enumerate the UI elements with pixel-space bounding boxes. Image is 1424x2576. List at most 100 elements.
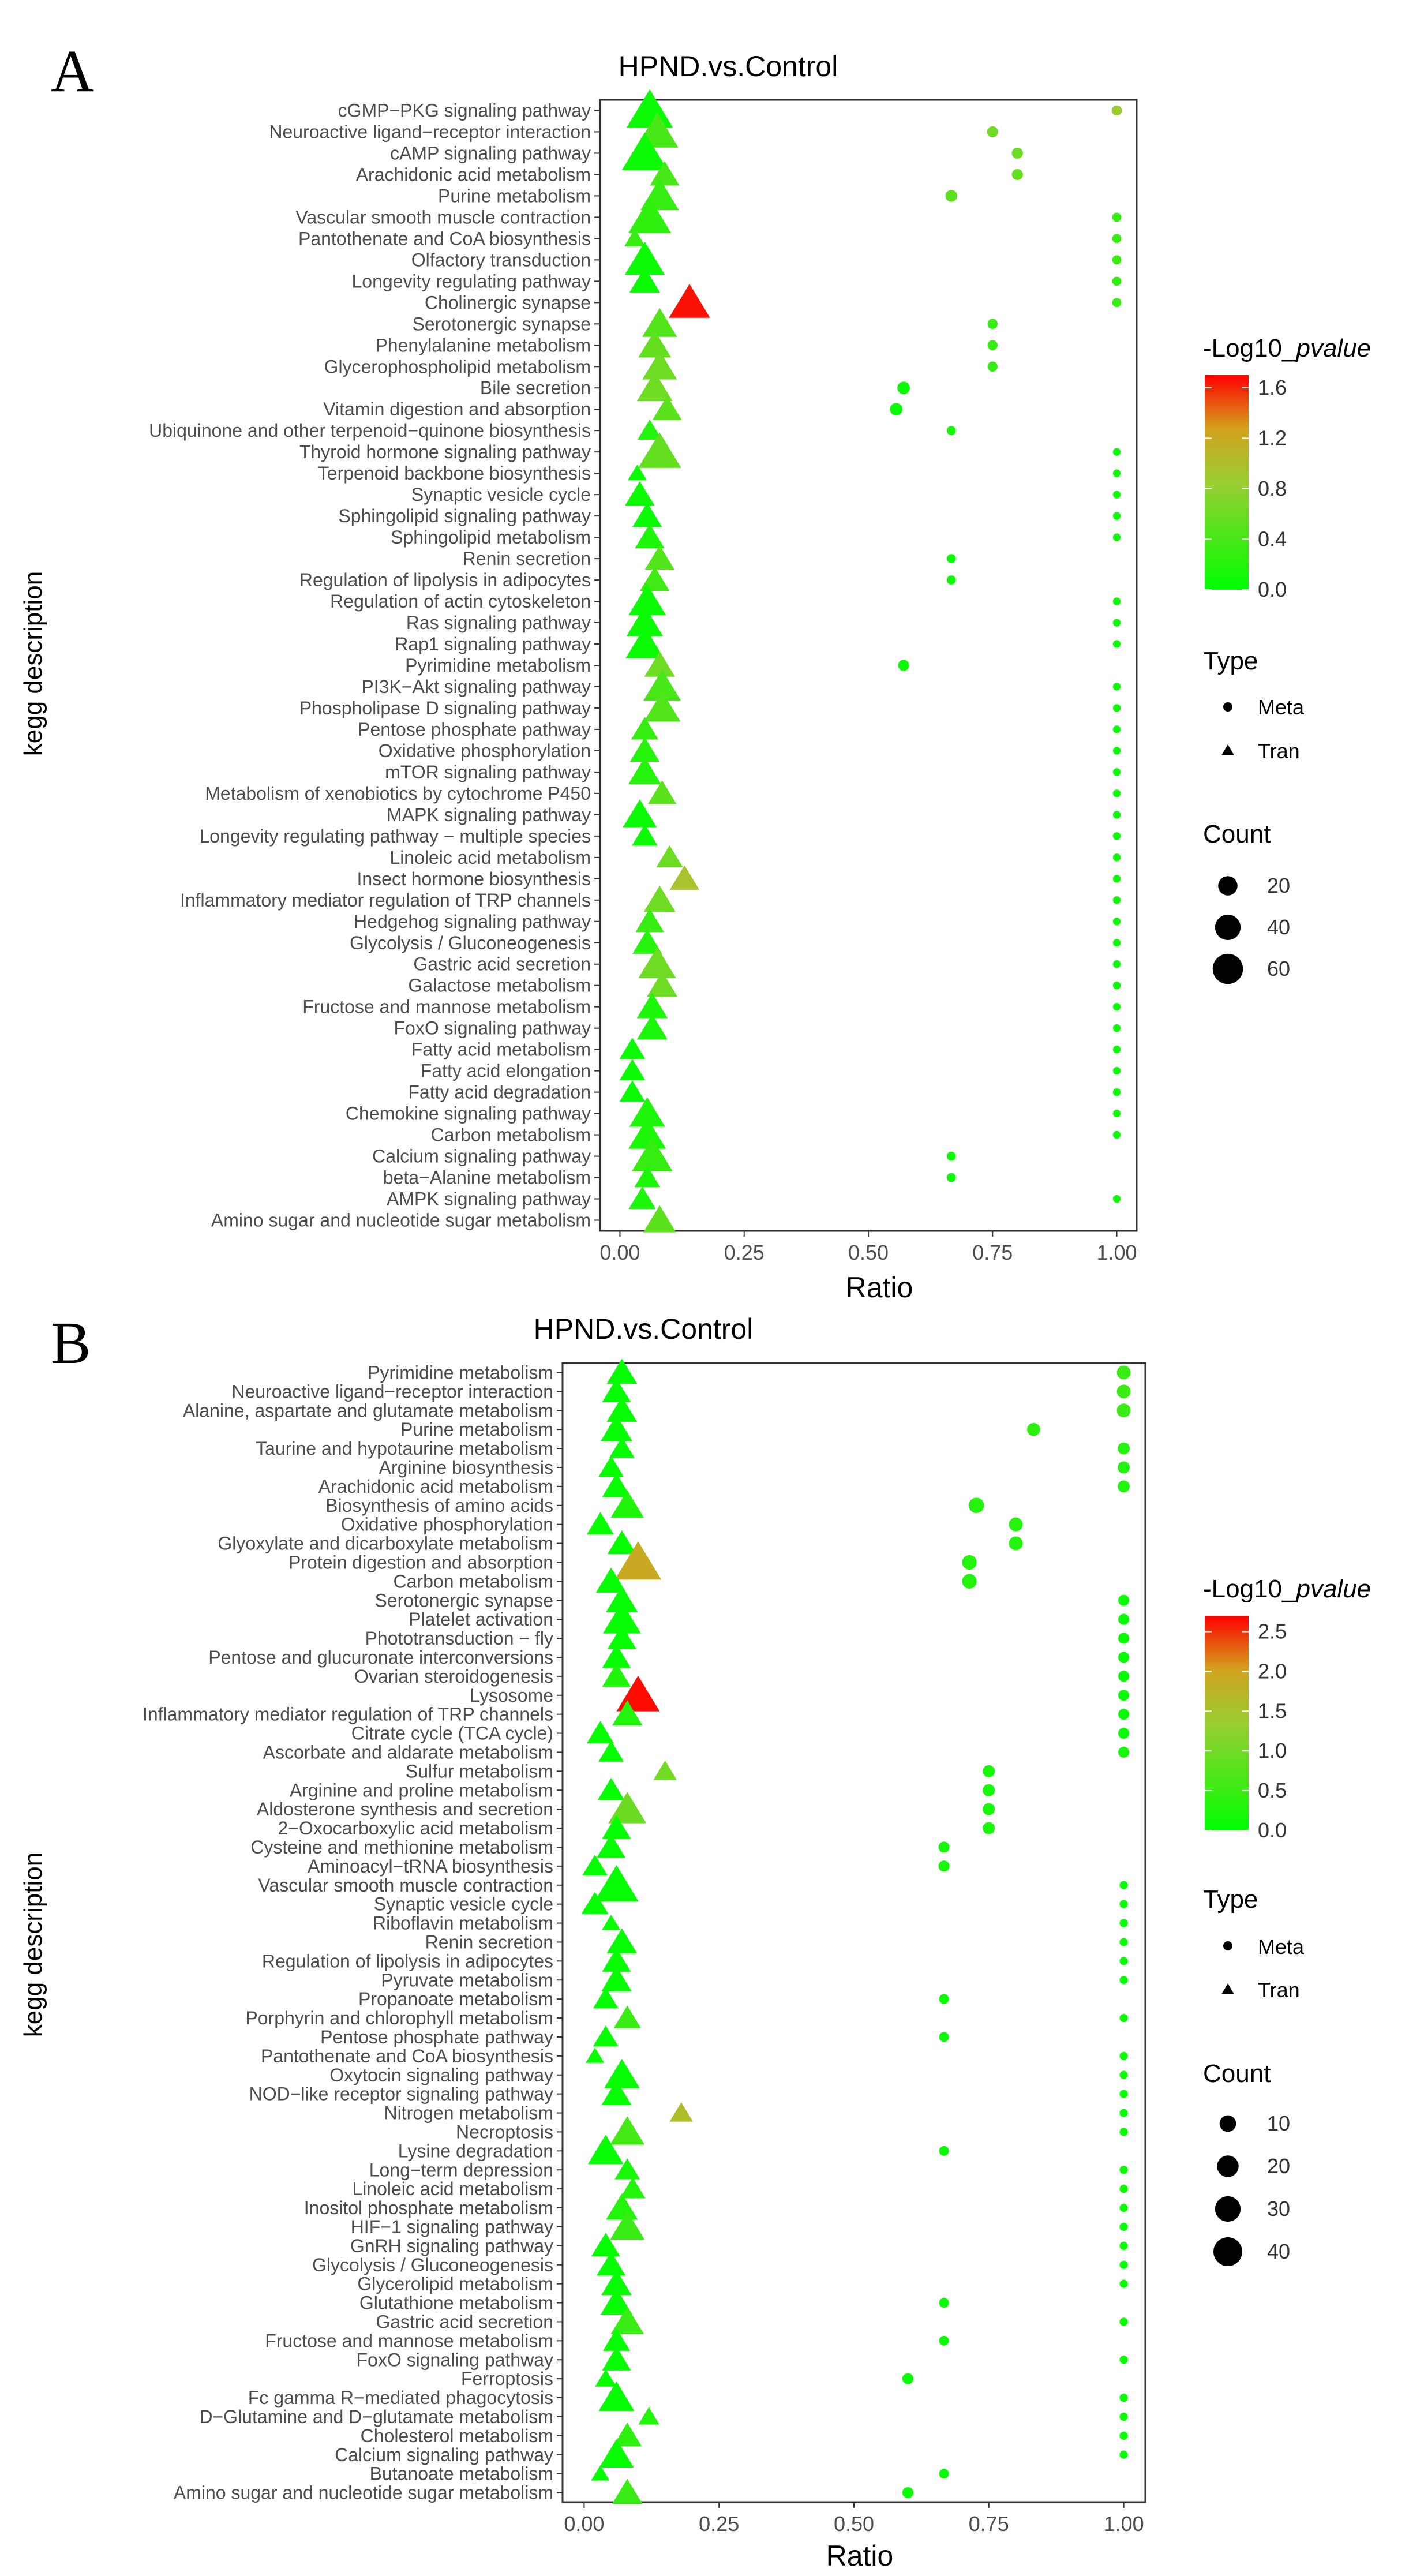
- y-tick-label: Bile secretion: [480, 377, 591, 398]
- tran-point: [591, 2233, 620, 2257]
- meta-point: [946, 1173, 956, 1182]
- tran-point: [602, 1948, 631, 1972]
- y-tick-label: Pentose and glucuronate interconversions: [208, 1647, 553, 1668]
- meta-point: [983, 1822, 995, 1834]
- tran-point: [604, 2058, 640, 2088]
- tran-point: [597, 1777, 625, 1800]
- meta-point: [938, 1841, 950, 1853]
- tran-point: [647, 780, 677, 804]
- colorbar-tick-label: 2.5: [1258, 1620, 1287, 1643]
- meta-point: [1119, 1919, 1128, 1927]
- count-legend-key: [1213, 2237, 1242, 2266]
- y-tick-label: Arginine biosynthesis: [379, 1457, 553, 1478]
- colorbar-tick-label: 1.0: [1258, 1739, 1287, 1762]
- tran-point: [620, 2177, 646, 2199]
- meta-point: [1112, 853, 1121, 862]
- tran-point: [606, 1396, 638, 1422]
- tran-point: [624, 241, 665, 275]
- y-tick-label: Amino sugar and nucleotide sugar metabol…: [174, 2483, 553, 2503]
- y-tick-label: Cholinergic synapse: [425, 292, 591, 313]
- x-tick-label: 0.50: [848, 1241, 889, 1264]
- panel-a-type-tran-label: Tran: [1258, 739, 1300, 763]
- y-tick-label: Glycolysis / Gluconeogenesis: [312, 2255, 553, 2275]
- y-tick-label: FoxO signaling pathway: [356, 2349, 553, 2370]
- panel-a-count-legend-title: Count: [1203, 820, 1271, 848]
- meta-point: [1119, 2241, 1128, 2250]
- tran-point: [632, 929, 662, 954]
- y-tick-label: Lysine degradation: [398, 2140, 553, 2161]
- tran-point: [619, 1038, 646, 1059]
- meta-point: [1119, 2431, 1128, 2440]
- y-tick-label: Calcium signaling pathway: [372, 1146, 591, 1167]
- y-tick-label: Aminoacyl−tRNA biosynthesis: [308, 1856, 553, 1877]
- meta-point: [1118, 1727, 1130, 1739]
- meta-point: [1112, 918, 1121, 926]
- meta-point: [1011, 169, 1023, 180]
- panel-b-type-legend-title: Type: [1203, 1885, 1258, 1914]
- x-tick-label: 0.75: [969, 2512, 1009, 2536]
- tran-point: [612, 2478, 643, 2504]
- x-tick-label: 1.00: [1104, 2512, 1144, 2536]
- y-tick-label: Synaptic vesicle cycle: [374, 1894, 553, 1915]
- count-legend-label: 30: [1267, 2197, 1290, 2221]
- tran-point: [621, 132, 668, 170]
- y-tick-label: Chemokine signaling pathway: [346, 1103, 591, 1124]
- tran-point: [632, 824, 658, 846]
- y-tick-label: Nitrogen metabolism: [384, 2103, 553, 2124]
- y-tick-label: 2−Oxocarboxylic acid metabolism: [278, 1818, 553, 1839]
- count-legend-label: 60: [1267, 957, 1290, 980]
- y-tick-label: Pyrimidine metabolism: [368, 1362, 553, 1383]
- meta-point: [1112, 811, 1121, 819]
- panel-a-letter: A: [51, 38, 94, 104]
- meta-point: [1112, 1046, 1121, 1054]
- colorbar-tick-label: 0.0: [1258, 578, 1287, 601]
- tran-point: [636, 1014, 668, 1040]
- panel-a-color-legend-title: -Log10_pvalue: [1203, 334, 1371, 362]
- tran-point: [612, 1700, 643, 1726]
- meta-point: [1112, 1066, 1121, 1075]
- y-tick-label: Arachidonic acid metabolism: [356, 164, 591, 185]
- tran-point: [582, 1854, 608, 1876]
- tran-point: [669, 865, 700, 890]
- meta-point: [1118, 1633, 1130, 1644]
- y-tick-label: Arachidonic acid metabolism: [318, 1476, 553, 1497]
- tran-point: [602, 1378, 631, 1402]
- tran-point: [598, 2381, 635, 2412]
- panel-b-colorbar: [1205, 1616, 1249, 1830]
- y-tick-label: Inflammatory mediator regulation of TRP …: [180, 890, 591, 911]
- tran-point: [643, 1205, 676, 1233]
- y-tick-label: Protein digestion and absorption: [288, 1552, 553, 1572]
- meta-point: [1112, 276, 1122, 286]
- meta-point: [1119, 2450, 1128, 2459]
- y-tick-label: Glycerophospholipid metabolism: [324, 356, 591, 377]
- y-tick-label: Arginine and proline metabolism: [290, 1780, 553, 1800]
- meta-point: [1119, 1900, 1128, 1908]
- tran-point: [638, 330, 672, 358]
- y-tick-label: PI3K−Akt signaling pathway: [361, 676, 591, 697]
- meta-point: [1118, 1613, 1130, 1625]
- x-tick-label: 0.25: [699, 2512, 739, 2536]
- panel-b-legend: -Log10_pvalue 2.5 2.0 1.5 1.0 0.5 0.0 Type Me…: [1203, 1575, 1371, 2266]
- panel-a-y-axis-label: kegg description: [19, 571, 47, 756]
- tran-point: [593, 1987, 619, 2009]
- tran-point: [606, 1358, 638, 1384]
- meta-point: [946, 1151, 956, 1161]
- panel-b-title: HPND.vs.Control: [534, 1313, 754, 1345]
- meta-point: [939, 2032, 949, 2042]
- tran-point: [628, 197, 672, 234]
- meta-point: [1011, 147, 1023, 159]
- tran-point: [643, 669, 681, 701]
- panel-a-legend: -Log10_pvalue 1.61.20.80.40.0 Type Meta …: [1203, 334, 1371, 984]
- y-tick-label: Regulation of actin cytoskeleton: [330, 591, 591, 612]
- meta-point: [1112, 747, 1121, 755]
- count-legend-key: [1215, 2196, 1241, 2222]
- meta-point: [939, 2146, 949, 2156]
- y-tick-label: Fatty acid elongation: [421, 1061, 591, 1081]
- tran-point: [625, 481, 655, 506]
- meta-point: [939, 2469, 949, 2479]
- meta-point: [983, 1784, 995, 1796]
- meta-point: [1119, 1881, 1128, 1889]
- panel-a-x-axis-label: Ratio: [846, 1271, 913, 1304]
- y-tick-label: Platelet activation: [409, 1609, 553, 1630]
- y-tick-label: Olfactory transduction: [411, 249, 591, 270]
